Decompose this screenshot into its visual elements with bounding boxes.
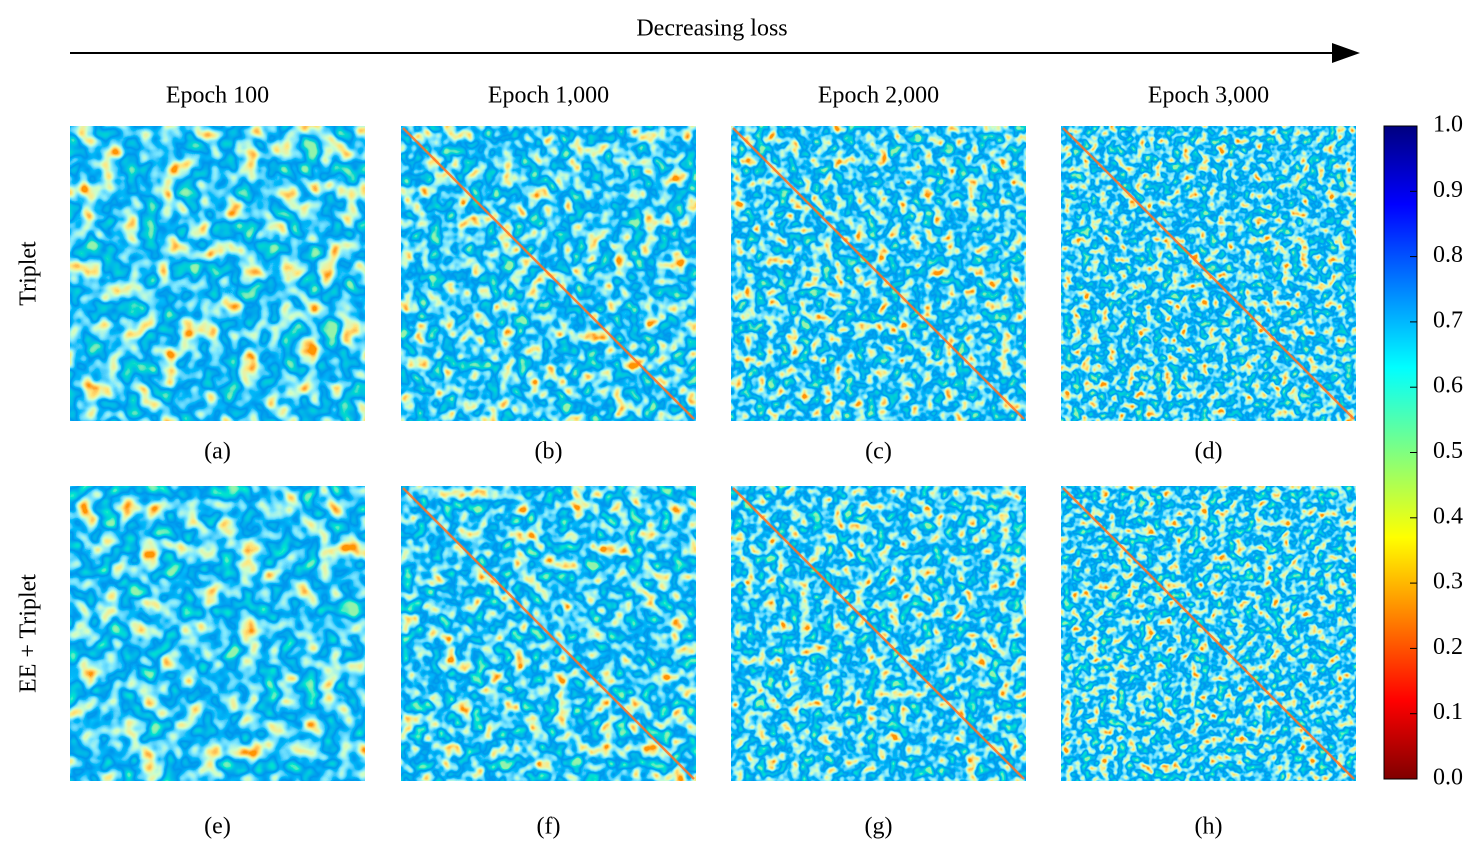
colorbar-tick-label: 0.7 bbox=[1433, 307, 1463, 333]
panel-label: (a) bbox=[204, 439, 231, 465]
diagonal bbox=[1062, 487, 1355, 780]
colorbar-tick-label: 0.5 bbox=[1433, 438, 1463, 464]
colorbar-tick-label: 0.1 bbox=[1433, 699, 1463, 725]
heatmap bbox=[70, 486, 365, 781]
colorbar-tick-label: 0.3 bbox=[1433, 569, 1463, 595]
panel-label: (f) bbox=[537, 814, 561, 840]
colorbar-tick-label: 0.2 bbox=[1433, 634, 1463, 660]
row-label: Triplet bbox=[16, 241, 42, 306]
panels bbox=[70, 126, 1356, 781]
panel-label: (b) bbox=[535, 439, 563, 465]
column-title: Epoch 1,000 bbox=[488, 83, 609, 109]
diagonal bbox=[402, 487, 695, 780]
header: Decreasing loss bbox=[636, 16, 787, 42]
colorbar-tick-label: 1.0 bbox=[1433, 112, 1463, 138]
colorbar-tick-label: 0.6 bbox=[1433, 373, 1463, 399]
column-title: Epoch 100 bbox=[166, 83, 269, 109]
diagonal bbox=[402, 127, 695, 420]
diagonal bbox=[732, 127, 1025, 420]
row-label: EE + Triplet bbox=[16, 574, 42, 693]
heatmap bbox=[70, 126, 365, 421]
panel-label: (d) bbox=[1195, 439, 1223, 465]
column-title: Epoch 3,000 bbox=[1148, 83, 1269, 109]
panel-label: (g) bbox=[865, 814, 893, 840]
diagonal bbox=[732, 487, 1025, 780]
colorbar-tick-label: 0.8 bbox=[1433, 242, 1463, 268]
column-title: Epoch 2,000 bbox=[818, 83, 939, 109]
panel-label: (h) bbox=[1195, 814, 1223, 840]
panel-label: (e) bbox=[204, 814, 231, 840]
diagonal bbox=[1062, 127, 1355, 420]
colorbar-tick-label: 0.0 bbox=[1433, 765, 1463, 791]
colorbar-tick-label: 0.4 bbox=[1433, 503, 1463, 529]
colorbar-tick-label: 0.9 bbox=[1433, 177, 1463, 203]
panel-label: (c) bbox=[865, 439, 892, 465]
